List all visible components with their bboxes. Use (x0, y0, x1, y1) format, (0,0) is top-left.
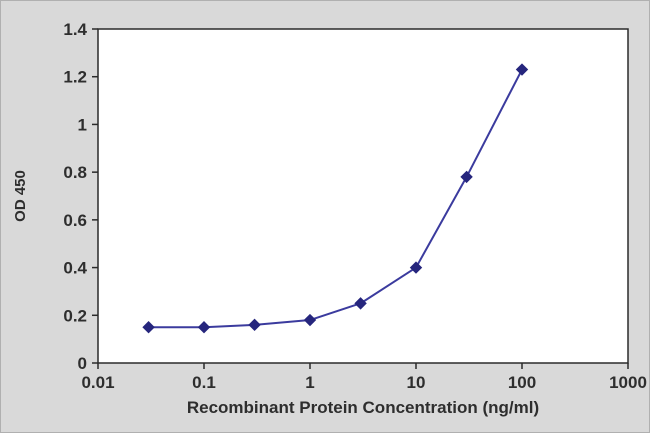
series-markers (142, 63, 529, 334)
data-point (515, 63, 529, 76)
data-point (142, 321, 155, 334)
x-axis-tick-label: 0.1 (192, 373, 216, 392)
y-axis-tick-label: 1.4 (63, 20, 87, 39)
x-axis-tick-label: 1000 (609, 373, 647, 392)
data-point (460, 170, 473, 184)
x-axis-title: Recombinant Protein Concentration (ng/ml… (187, 398, 539, 417)
x-axis-tick-label: 10 (407, 373, 426, 392)
y-axis-tick-label: 0.6 (63, 211, 87, 230)
data-point (197, 321, 211, 334)
y-axis-tick-label: 1.2 (63, 68, 87, 87)
data-point (248, 318, 261, 332)
y-axis-title: OD 450 (12, 170, 29, 222)
y-axis-tick-label: 0.2 (63, 306, 87, 325)
data-point (303, 313, 317, 327)
y-axis-tick-label: 0.4 (63, 259, 87, 278)
x-axis: 0.01 0.1 1 10 100 1000 (81, 363, 647, 392)
x-axis-tick-label: 1 (305, 373, 314, 392)
data-point (354, 297, 367, 310)
data-point (409, 261, 423, 274)
plot-area (97, 28, 629, 364)
x-axis-tick-label: 100 (508, 373, 536, 392)
x-axis-tick-label: 0.01 (81, 373, 114, 392)
y-axis-tick-label: 0.8 (63, 163, 87, 182)
y-axis-tick-label: 1 (78, 115, 87, 134)
y-axis-tick-label: 0 (78, 354, 87, 373)
y-axis: 0 0.2 0.4 0.6 0.8 1 1.2 1.4 (63, 20, 98, 373)
series-line (148, 69, 523, 329)
